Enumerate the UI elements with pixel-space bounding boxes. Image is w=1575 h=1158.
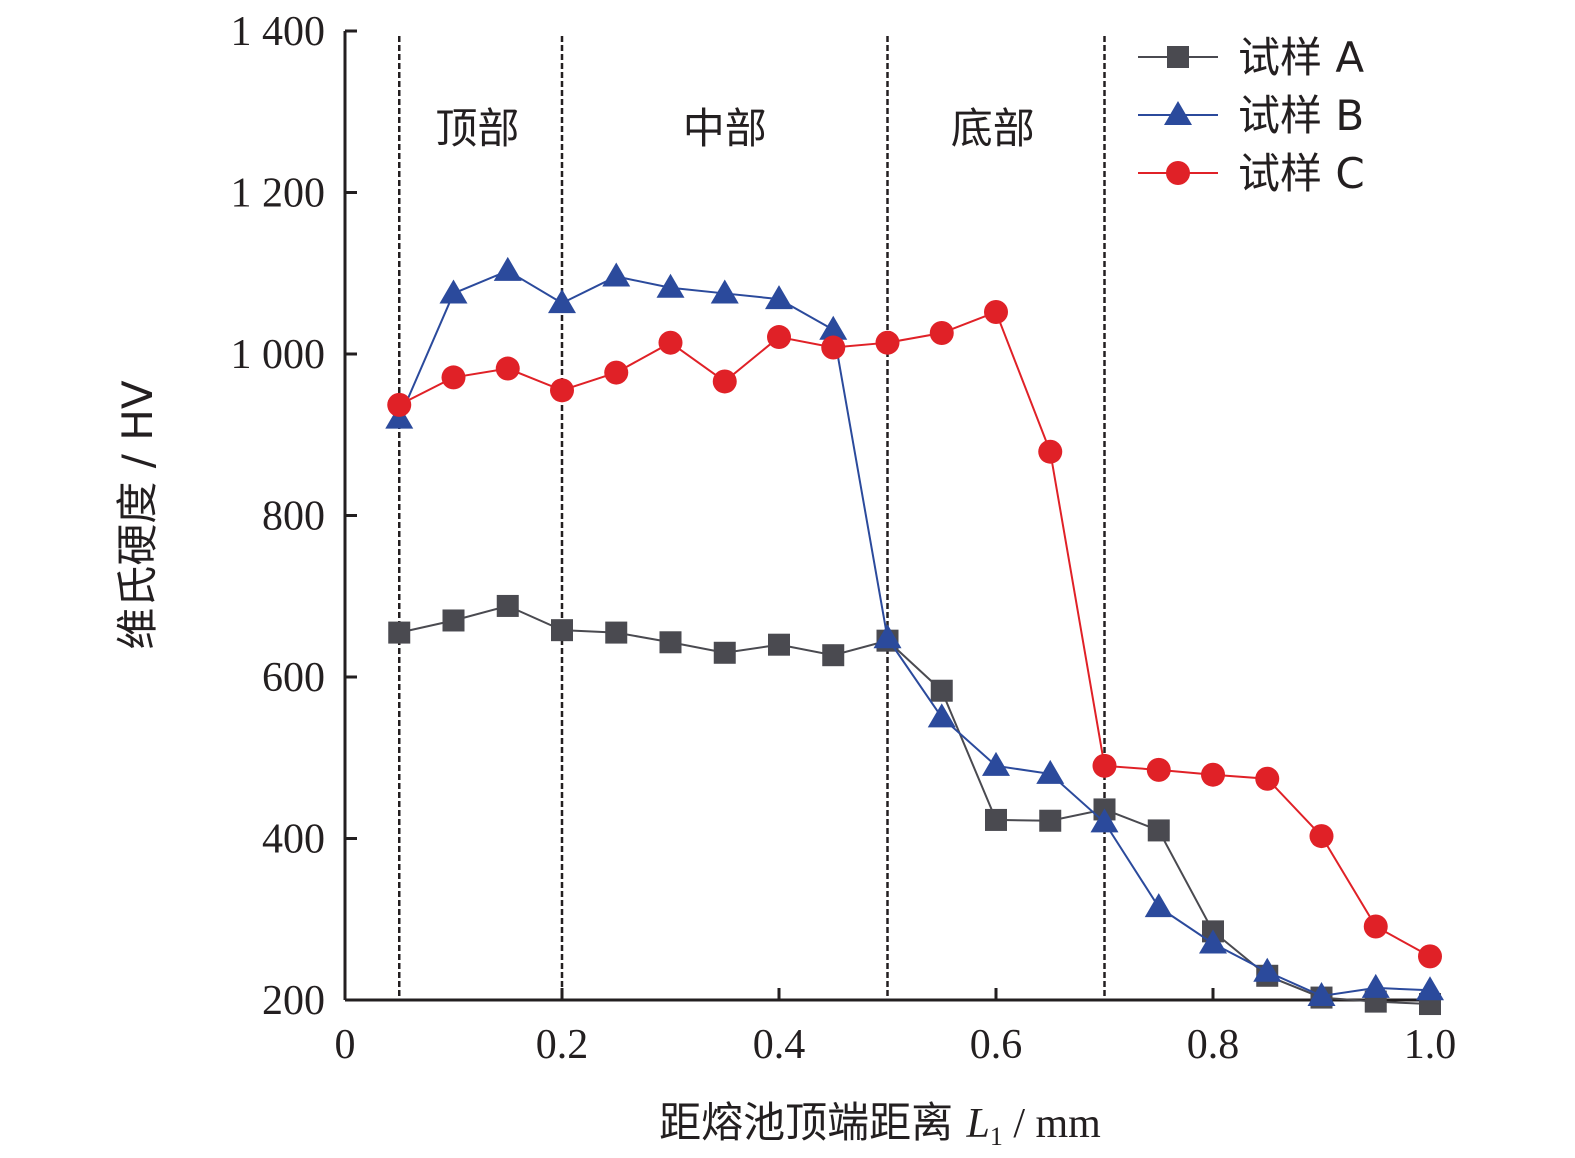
y-tick-label: 200 [262, 978, 325, 1024]
data-point-2 [1201, 762, 1225, 787]
data-point-1 [819, 315, 848, 340]
y-tick-label: 1 400 [231, 9, 326, 55]
data-point-2 [712, 369, 737, 394]
x-axis-title-text: 距熔池顶端距离 [659, 1098, 966, 1147]
y-tick-label: 600 [262, 655, 325, 701]
data-point-1 [1036, 759, 1065, 784]
data-point-1 [765, 285, 793, 310]
data-point-2 [604, 360, 629, 385]
x-tick-label: 0 [335, 1022, 356, 1068]
data-point-2 [387, 392, 412, 417]
data-point-1 [982, 751, 1010, 776]
data-point-1 [873, 624, 902, 649]
x-tick-label: 0.4 [753, 1022, 806, 1068]
x-tick-label: 0.2 [536, 1022, 589, 1068]
region-label: 底部 [951, 104, 1035, 153]
data-point-2 [658, 330, 683, 355]
y-tick-label: 1 000 [231, 332, 326, 378]
data-point-2 [929, 321, 954, 346]
series-1 [385, 256, 1444, 1006]
data-point-0 [822, 644, 845, 667]
data-point-1 [439, 279, 468, 304]
data-point-2 [875, 330, 900, 355]
series-line-1 [398, 269, 1431, 997]
y-tick-label: 800 [262, 494, 325, 540]
data-point-1 [548, 289, 576, 314]
data-point-0 [713, 641, 736, 664]
legend-marker-0 [1167, 46, 1189, 68]
x-tick-label: 0.8 [1187, 1022, 1240, 1068]
x-axis-title: 距熔池顶端距离 L1 / mm [659, 1098, 1101, 1151]
data-point-1 [710, 279, 739, 304]
data-point-2 [1038, 439, 1063, 464]
data-point-0 [496, 594, 519, 617]
data-point-0 [768, 633, 790, 656]
legend-marker-2 [1166, 161, 1190, 185]
data-point-2 [550, 378, 574, 403]
data-point-2 [1418, 944, 1442, 969]
data-point-1 [1416, 976, 1444, 1001]
data-point-2 [1255, 766, 1280, 791]
data-point-2 [821, 335, 846, 360]
data-point-1 [1199, 929, 1227, 954]
region-label: 顶部 [435, 104, 519, 153]
data-point-2 [984, 300, 1008, 325]
series-line-0 [399, 604, 1431, 1006]
data-point-0 [1147, 819, 1170, 842]
y-axis-title: 维氏硬度 / HV [113, 380, 162, 649]
data-point-2 [767, 325, 791, 350]
region-label: 中部 [683, 104, 767, 153]
y-tick-label: 400 [262, 817, 325, 863]
data-point-1 [927, 703, 956, 728]
region-labels: 顶部 中部 底部 [435, 104, 1034, 153]
data-point-1 [1361, 973, 1390, 998]
series-0 [388, 594, 1441, 1016]
legend-label-0: 试样 A [1238, 33, 1364, 82]
x-tick-label: 1.0 [1404, 1022, 1457, 1068]
data-point-2 [1092, 753, 1117, 778]
data-point-0 [985, 808, 1007, 831]
y-tick-label: 1 200 [231, 171, 326, 217]
data-point-0 [551, 619, 573, 642]
data-point-0 [659, 631, 682, 654]
data-point-2 [1146, 757, 1171, 782]
x-axis-title-variable: L [965, 1101, 989, 1147]
legend-marker-1 [1164, 101, 1192, 125]
data-point-2 [1363, 914, 1388, 939]
series-2 [387, 300, 1442, 969]
legend-label-1: 试样 B [1238, 91, 1364, 140]
x-tick-label: 0.6 [970, 1022, 1023, 1068]
data-point-1 [1144, 893, 1173, 918]
y-ticks: 200 400 600 800 1 000 1 200 1 400 [231, 9, 357, 1024]
data-point-0 [442, 609, 465, 632]
data-point-1 [602, 262, 631, 287]
data-point-1 [493, 256, 522, 281]
data-point-1 [656, 273, 685, 298]
data-point-2 [1309, 824, 1334, 849]
data-point-0 [930, 679, 953, 702]
legend: 试样 A 试样 B 试样 C [1138, 33, 1365, 198]
series-group [385, 256, 1444, 1016]
data-point-0 [388, 621, 411, 644]
data-point-1 [1253, 957, 1282, 982]
x-axis-title-subscript: 1 [990, 1122, 1003, 1151]
data-point-0 [1039, 809, 1062, 832]
data-point-0 [605, 621, 628, 644]
data-point-1 [1307, 981, 1336, 1006]
x-axis-title-unit: / mm [1003, 1101, 1101, 1147]
region-dividers [398, 36, 1106, 1000]
data-point-1 [1090, 808, 1119, 833]
data-point-2 [495, 356, 520, 381]
data-point-2 [441, 365, 466, 390]
legend-label-2: 试样 C [1238, 149, 1365, 198]
